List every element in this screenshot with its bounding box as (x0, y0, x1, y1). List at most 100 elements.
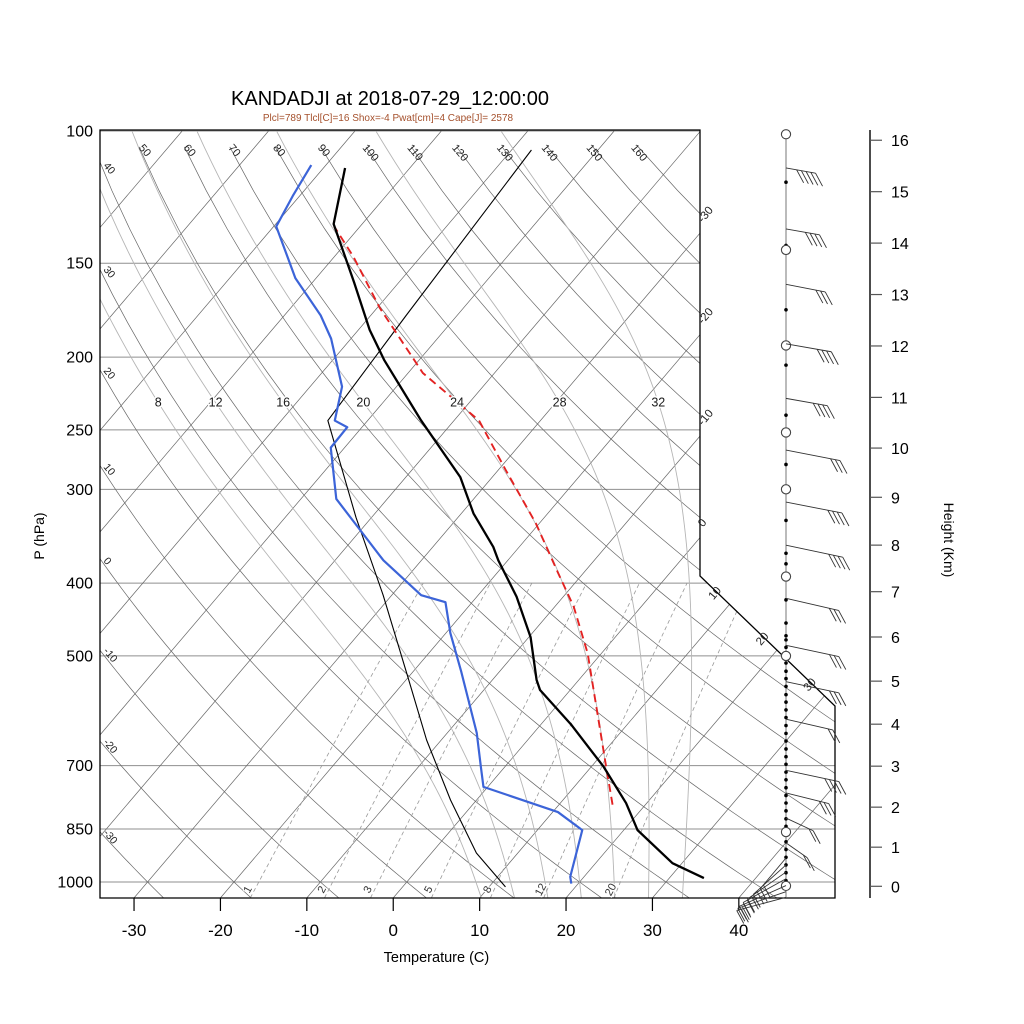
chart-title: KANDADJI at 2018-07-29_12:00:00 (231, 88, 549, 110)
svg-text:100: 100 (360, 142, 381, 164)
svg-text:20: 20 (754, 631, 771, 649)
svg-text:160: 160 (628, 142, 649, 164)
svg-text:3: 3 (361, 884, 374, 895)
wind-level-dot (784, 621, 788, 625)
svg-text:8: 8 (891, 538, 900, 555)
wind-level-dot (784, 793, 788, 798)
wind-barb (785, 842, 815, 872)
wind-barb (785, 544, 851, 571)
svg-text:P (hPa): P (hPa) (31, 512, 47, 559)
svg-text:250: 250 (66, 422, 93, 439)
svg-text:1: 1 (891, 840, 900, 857)
temperature-line (332, 167, 705, 880)
wind-barb (785, 718, 841, 744)
wind-level-dot (784, 692, 788, 697)
svg-text:16: 16 (276, 396, 290, 410)
wind-level-dot (784, 754, 788, 759)
wind-level-dot (784, 363, 788, 367)
wind-level-dot (784, 870, 788, 875)
svg-text:Height (Km): Height (Km) (941, 503, 957, 578)
wind-level-dot (784, 700, 788, 704)
svg-text:700: 700 (66, 758, 93, 775)
svg-text:10: 10 (707, 585, 724, 603)
wind-barb (785, 792, 837, 817)
svg-text:-30: -30 (122, 921, 147, 940)
svg-text:-10: -10 (295, 921, 320, 940)
wind-level-dot (784, 551, 788, 556)
wind-barb (785, 769, 847, 795)
svg-text:12: 12 (209, 396, 223, 410)
wind-level-dot (784, 715, 788, 720)
chart-subtitle: Plcl=789 Tlcl[C]=16 Shox=-4 Pwat[cm]=4 C… (262, 113, 514, 124)
wind-barb-column (736, 129, 851, 924)
svg-text:90: 90 (315, 142, 332, 159)
wind-barb (785, 644, 847, 670)
svg-text:-30: -30 (696, 205, 716, 225)
svg-text:8: 8 (155, 396, 162, 410)
wind-level-dot (784, 817, 788, 821)
svg-text:300: 300 (66, 482, 93, 499)
svg-text:20: 20 (557, 921, 576, 940)
svg-text:20: 20 (356, 396, 370, 410)
svg-text:40: 40 (101, 160, 118, 177)
gridline-labels: -30 -20 -10 0 10 20 30 -30 -20 -10 0 10 20 30 40 50 60 70… (101, 142, 819, 899)
svg-text:13: 13 (891, 288, 909, 305)
dewpoint-line (275, 164, 584, 884)
svg-text:0: 0 (389, 921, 398, 940)
svg-text:10: 10 (891, 441, 909, 458)
wind-level-dot (784, 661, 788, 665)
pressure-axis: 100 150 200 250 300 400 500 700 850 1000 P (hPa) (31, 124, 93, 892)
wind-level-circle (780, 826, 792, 838)
svg-text:80: 80 (270, 142, 287, 159)
svg-text:500: 500 (66, 648, 93, 665)
wind-barb (785, 501, 850, 527)
wind-level-dot (784, 307, 788, 312)
svg-text:110: 110 (405, 142, 425, 163)
wind-level-dot (784, 669, 788, 674)
svg-text:12: 12 (891, 339, 909, 356)
wind-barb (785, 449, 848, 474)
svg-text:-20: -20 (101, 737, 120, 756)
svg-text:2: 2 (891, 800, 900, 817)
wind-level-dot (784, 839, 788, 844)
wind-level-circle (780, 484, 792, 495)
svg-text:2: 2 (316, 884, 329, 895)
wind-level-circle (780, 571, 792, 582)
svg-text:24: 24 (450, 396, 464, 410)
wind-level-dot (784, 855, 788, 860)
svg-text:6: 6 (891, 630, 900, 647)
wind-level-dot (784, 770, 788, 774)
svg-text:9: 9 (891, 490, 900, 507)
wind-level-dot (784, 778, 788, 782)
wind-barb (785, 597, 847, 624)
wind-level-circle (780, 650, 792, 662)
svg-text:16: 16 (891, 133, 909, 150)
svg-text:-30: -30 (101, 827, 120, 846)
wind-level-circle (780, 427, 792, 438)
svg-text:30: 30 (101, 264, 118, 281)
standard-atmosphere-line (327, 149, 532, 888)
svg-text:1: 1 (241, 884, 254, 895)
wind-level-dot (784, 518, 788, 523)
svg-text:0: 0 (101, 555, 114, 567)
svg-text:0: 0 (696, 517, 709, 530)
wind-barb (736, 896, 787, 924)
svg-text:-20: -20 (208, 921, 233, 940)
wind-level-dot (784, 847, 788, 852)
wind-level-dot (784, 747, 788, 751)
svg-text:15: 15 (891, 185, 909, 202)
svg-text:5: 5 (891, 674, 900, 691)
svg-text:10: 10 (470, 921, 489, 940)
svg-text:10: 10 (101, 461, 118, 478)
wind-level-circle (780, 244, 792, 256)
svg-text:3: 3 (891, 759, 900, 776)
svg-text:14: 14 (891, 236, 909, 253)
wind-level-dot (784, 633, 788, 638)
svg-text:Temperature (C): Temperature (C) (384, 950, 490, 966)
wind-level-dot (784, 180, 788, 185)
wind-level-dot (784, 785, 788, 790)
svg-text:11: 11 (891, 390, 908, 407)
wind-level-circle (780, 129, 792, 140)
